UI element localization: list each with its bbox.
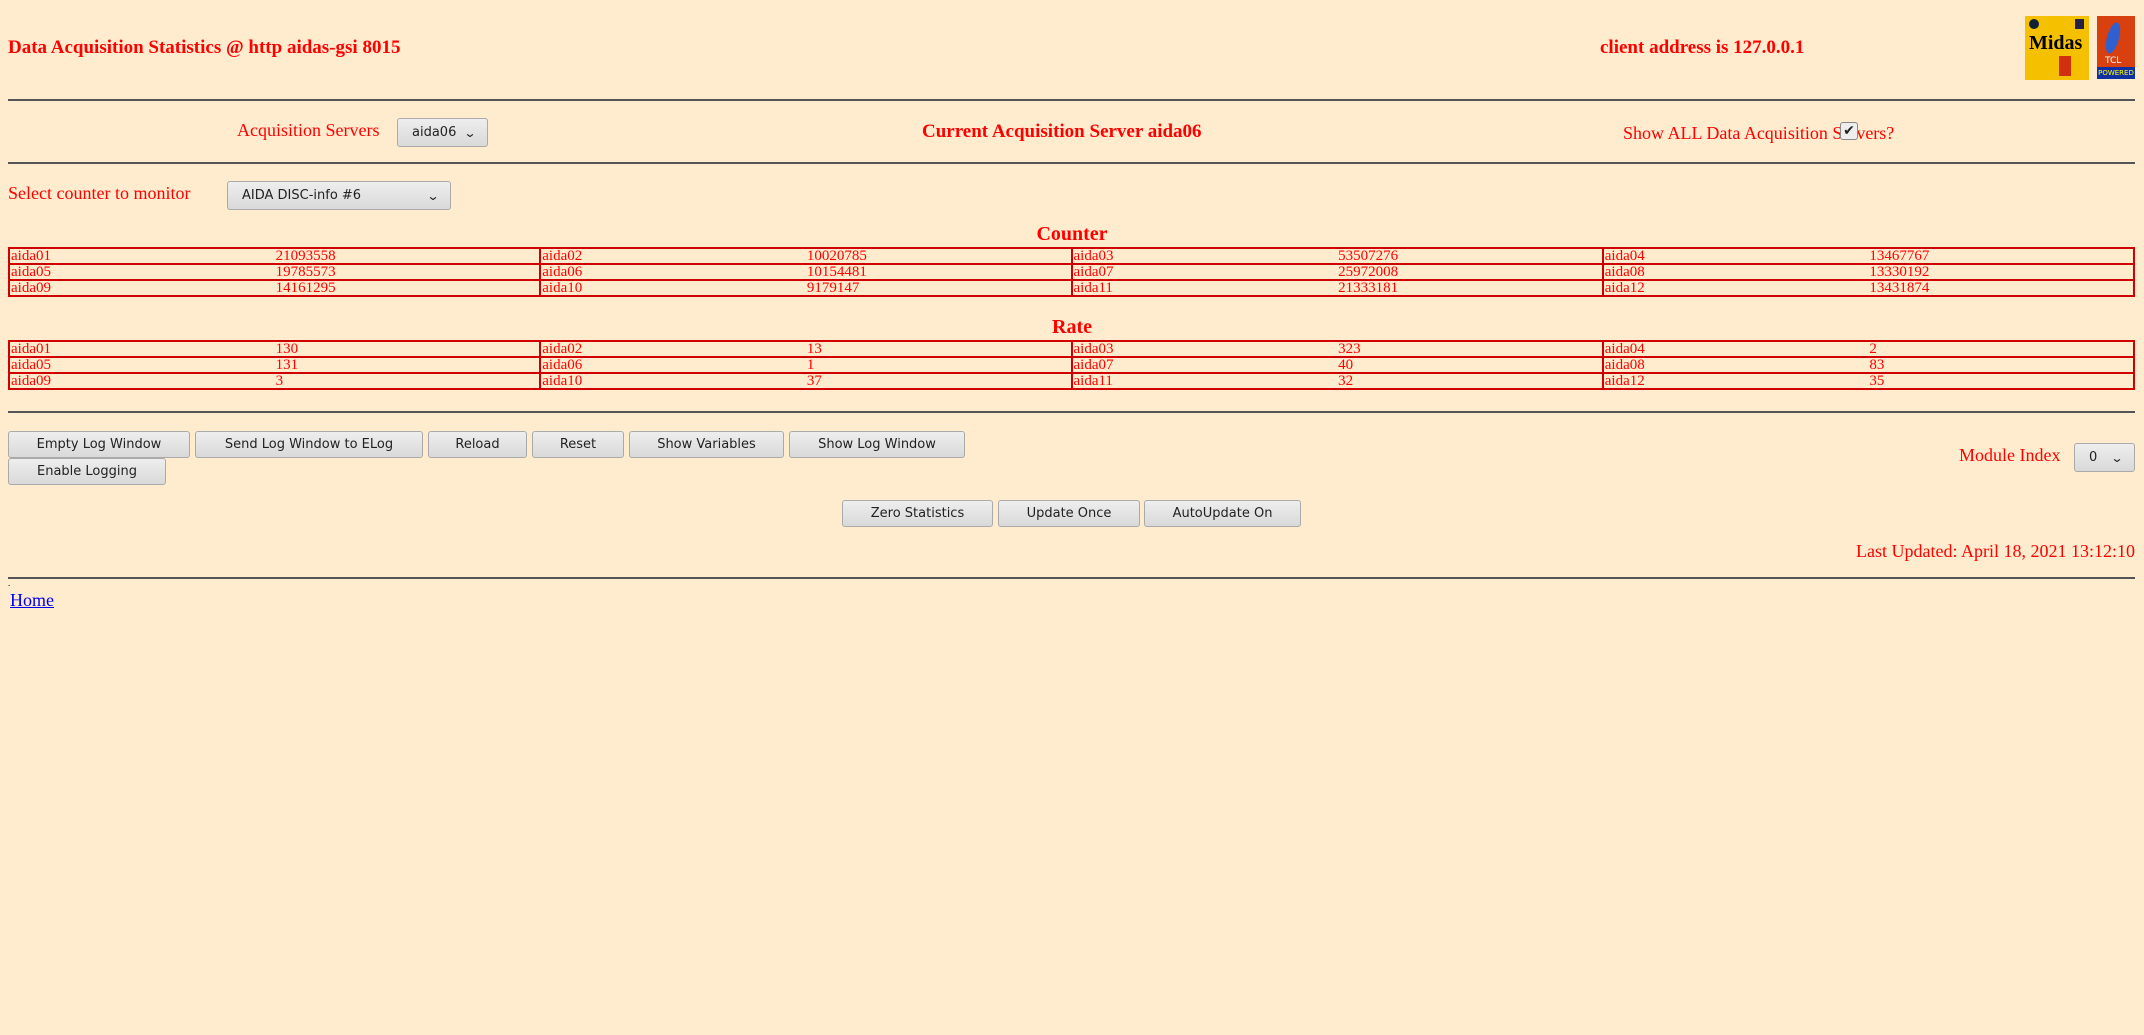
- divider: [8, 577, 2135, 579]
- home-link[interactable]: Home: [10, 590, 54, 610]
- counter-value-cell: 19785573: [274, 263, 542, 281]
- rate-value-cell: 130: [274, 340, 542, 358]
- divider: [8, 162, 2135, 164]
- module-name-cell: aida04: [1601, 340, 1869, 358]
- module-name-cell: aida03: [1070, 340, 1338, 358]
- counter-select[interactable]: AIDA DISC-info #6 ⌄: [227, 181, 451, 210]
- show-all-servers-label: Show ALL Data Acquisition Servers?: [1623, 123, 1895, 143]
- module-name-cell: aida12: [1601, 372, 1869, 390]
- rate-heading: Rate: [1052, 316, 1092, 338]
- table-row: aida01 21093558 aida02 10020785 aida03 535072…: [8, 247, 2135, 265]
- table-row: aida05 131 aida06 1 aida07 40 aida08 83: [8, 356, 2135, 374]
- module-name-cell: aida10: [539, 372, 806, 390]
- rate-value-cell: 40: [1337, 356, 1604, 374]
- counter-value-cell: 9179147: [805, 279, 1073, 297]
- counter-value-cell: 25972008: [1337, 263, 1604, 281]
- chevron-down-icon: ⌄: [2110, 450, 2124, 465]
- rate-value-cell: 2: [1868, 340, 2135, 358]
- chevron-down-icon: ⌄: [463, 125, 477, 140]
- module-name-cell: aida01: [8, 340, 275, 358]
- module-index-label: Module Index: [1959, 445, 2061, 465]
- acquisition-servers-value: aida06: [412, 125, 457, 140]
- module-name-cell: aida11: [1070, 372, 1338, 390]
- rate-value-cell: 13: [805, 340, 1073, 358]
- last-updated: Last Updated: April 18, 2021 13:12:10: [1856, 541, 2135, 561]
- module-name-cell: aida06: [539, 356, 806, 374]
- rate-value-cell: 1: [805, 356, 1073, 374]
- module-name-cell: aida06: [539, 263, 806, 281]
- divider: [8, 99, 2135, 101]
- rate-value-cell: 83: [1868, 356, 2135, 374]
- empty-log-window-button[interactable]: Empty Log Window: [8, 431, 190, 458]
- rate-value-cell: 3: [274, 372, 542, 390]
- module-name-cell: aida04: [1601, 247, 1869, 265]
- module-name-cell: aida05: [8, 356, 275, 374]
- rate-value-cell: 323: [1337, 340, 1604, 358]
- rate-value-cell: 35: [1868, 372, 2135, 390]
- rate-value-cell: 32: [1337, 372, 1604, 390]
- counter-value-cell: 10154481: [805, 263, 1073, 281]
- table-row: aida05 19785573 aida06 10154481 aida07 259720…: [8, 263, 2135, 281]
- counter-value-cell: 13330192: [1868, 263, 2135, 281]
- module-name-cell: aida07: [1070, 263, 1338, 281]
- counter-value-cell: 21093558: [274, 247, 542, 265]
- module-index-select[interactable]: 0 ⌄: [2074, 443, 2135, 472]
- show-log-window-button[interactable]: Show Log Window: [789, 431, 965, 458]
- table-row: aida01 130 aida02 13 aida03 323 aida04 2: [8, 340, 2135, 358]
- module-name-cell: aida12: [1601, 279, 1869, 297]
- module-name-cell: aida08: [1601, 263, 1869, 281]
- counter-value-cell: 53507276: [1337, 247, 1604, 265]
- chevron-down-icon: ⌄: [426, 188, 440, 203]
- counter-value-cell: 13467767: [1868, 247, 2135, 265]
- module-name-cell: aida09: [8, 372, 275, 390]
- divider: [8, 411, 2135, 413]
- counter-select-value: AIDA DISC-info #6: [242, 188, 362, 203]
- rate-value-cell: 37: [805, 372, 1073, 390]
- reload-button[interactable]: Reload: [428, 431, 527, 458]
- acquisition-servers-label: Acquisition Servers: [237, 120, 380, 140]
- module-name-cell: aida05: [8, 263, 275, 281]
- counter-table: aida01 21093558 aida02 10020785 aida03 535072…: [8, 247, 2135, 297]
- page-title: Data Acquisition Statistics @ http aidas…: [8, 37, 401, 58]
- update-once-button[interactable]: Update Once: [998, 500, 1140, 527]
- rate-value-cell: 131: [274, 356, 542, 374]
- module-name-cell: aida07: [1070, 356, 1338, 374]
- module-name-cell: aida03: [1070, 247, 1338, 265]
- module-name-cell: aida08: [1601, 356, 1869, 374]
- counter-heading: Counter: [1036, 223, 1108, 245]
- rate-table: aida01 130 aida02 13 aida03 323 aida04 2 aida05 1…: [8, 340, 2135, 390]
- show-variables-button[interactable]: Show Variables: [629, 431, 784, 458]
- table-row: aida09 3 aida10 37 aida11 32 aida12 35: [8, 372, 2135, 390]
- counter-value-cell: 13431874: [1868, 279, 2135, 297]
- client-address: client address is 127.0.0.1: [1600, 37, 1805, 58]
- module-name-cell: aida02: [539, 247, 806, 265]
- module-name-cell: aida02: [539, 340, 806, 358]
- send-log-to-elog-button[interactable]: Send Log Window to ELog: [195, 431, 423, 458]
- module-index-value: 0: [2089, 450, 2098, 465]
- autoupdate-button[interactable]: AutoUpdate On: [1144, 500, 1301, 527]
- current-server: Current Acquisition Server aida06: [922, 121, 1202, 142]
- module-name-cell: aida11: [1070, 279, 1338, 297]
- select-counter-label: Select counter to monitor: [8, 183, 191, 203]
- enable-logging-button[interactable]: Enable Logging: [8, 458, 166, 485]
- show-all-servers-checkbox[interactable]: ✔: [1840, 122, 1858, 140]
- zero-statistics-button[interactable]: Zero Statistics: [842, 500, 993, 527]
- table-row: aida09 14161295 aida10 9179147 aida11 2133318…: [8, 279, 2135, 297]
- module-name-cell: aida09: [8, 279, 275, 297]
- footer-dot: .: [8, 578, 11, 588]
- reset-button[interactable]: Reset: [532, 431, 624, 458]
- module-name-cell: aida01: [8, 247, 275, 265]
- counter-value-cell: 10020785: [805, 247, 1073, 265]
- midas-logo: Midas: [2025, 16, 2089, 80]
- tcl-powered-logo: POWERED TCL: [2097, 16, 2135, 79]
- counter-value-cell: 14161295: [274, 279, 542, 297]
- counter-value-cell: 21333181: [1337, 279, 1604, 297]
- module-name-cell: aida10: [539, 279, 806, 297]
- acquisition-servers-select[interactable]: aida06 ⌄: [397, 118, 488, 147]
